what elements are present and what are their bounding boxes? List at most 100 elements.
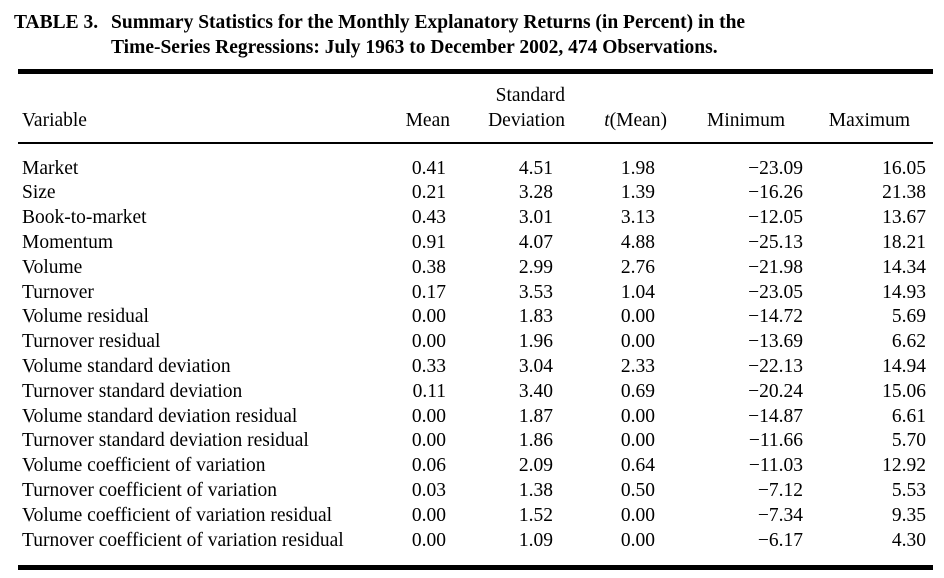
column-header-t-mean: t(Mean) bbox=[565, 109, 667, 143]
table-row: Turnover 0.17 3.53 1.04 −23.05 14.93 bbox=[18, 281, 933, 306]
caption-text: Summary Statistics for the Monthly Expla… bbox=[111, 10, 924, 60]
minimum-cell: −7.12 bbox=[757, 479, 803, 501]
mean-cell: 0.43 bbox=[411, 207, 446, 229]
column-header-minimum: Minimum bbox=[706, 109, 785, 131]
std-deviation-cell: 3.04 bbox=[518, 355, 553, 377]
t-mean-cell: 0.00 bbox=[620, 430, 655, 452]
std-deviation-cell: 1.96 bbox=[518, 331, 553, 353]
std-deviation-cell: 3.40 bbox=[518, 380, 553, 402]
std-deviation-cell: 1.52 bbox=[518, 504, 553, 526]
minimum-cell: −22.13 bbox=[748, 355, 803, 377]
minimum-cell: −14.87 bbox=[748, 405, 803, 427]
header-row-top: Standard bbox=[18, 72, 933, 109]
mean-cell: 0.17 bbox=[411, 281, 446, 303]
t-mean-cell: 1.04 bbox=[620, 281, 655, 303]
t-mean-cell: 0.00 bbox=[620, 529, 655, 551]
maximum-cell: 5.53 bbox=[891, 479, 926, 501]
column-header-maximum: Maximum bbox=[828, 109, 910, 131]
mean-cell: 0.41 bbox=[411, 157, 446, 179]
variable-cell: Volume coefficient of variation bbox=[22, 455, 266, 477]
table-row: Volume coefficient of variation 0.06 2.09 0… bbox=[18, 454, 933, 479]
maximum-cell: 6.62 bbox=[891, 331, 926, 353]
header-spacer bbox=[815, 72, 933, 109]
maximum-cell: 16.05 bbox=[882, 157, 926, 179]
table-row: Volume coefficient of variation residual… bbox=[18, 504, 933, 529]
header-spacer bbox=[667, 72, 815, 109]
column-header-variable: Variable bbox=[22, 109, 87, 131]
table-row: Volume standard deviation 0.33 3.04 2.33 −22… bbox=[18, 355, 933, 380]
t-mean-cell: 1.39 bbox=[620, 182, 655, 204]
caption-line-2: Time-Series Regressions: July 1963 to De… bbox=[111, 37, 718, 58]
mean-cell: 0.03 bbox=[411, 479, 446, 501]
variable-cell: Turnover bbox=[22, 281, 94, 303]
maximum-cell: 6.61 bbox=[891, 405, 926, 427]
variable-cell: Volume bbox=[22, 256, 83, 278]
t-mean-cell: 0.00 bbox=[620, 306, 655, 328]
minimum-cell: −21.98 bbox=[748, 256, 803, 278]
table-row: Volume residual 0.00 1.83 0.00 −14.72 5.69 bbox=[18, 305, 933, 330]
std-deviation-cell: 4.07 bbox=[518, 231, 553, 253]
header-spacer bbox=[390, 72, 458, 109]
mean-cell: 0.00 bbox=[411, 405, 446, 427]
variable-cell: Turnover coefficient of variation residu… bbox=[22, 529, 344, 551]
table-row: Turnover standard deviation residual 0.00… bbox=[18, 429, 933, 454]
column-header-standard-line1: Standard bbox=[495, 85, 565, 106]
maximum-cell: 21.38 bbox=[882, 182, 926, 204]
table-row: Momentum 0.91 4.07 4.88 −25.13 18.21 bbox=[18, 231, 933, 256]
std-deviation-cell: 1.09 bbox=[518, 529, 553, 551]
maximum-cell: 12.92 bbox=[882, 455, 926, 477]
table-row: Book-to-market 0.43 3.01 3.13 −12.05 13.67 bbox=[18, 206, 933, 231]
table-row: Turnover standard deviation 0.11 3.40 0.69 −… bbox=[18, 380, 933, 405]
maximum-cell: 13.67 bbox=[882, 207, 926, 229]
mean-cell: 0.00 bbox=[411, 504, 446, 526]
minimum-cell: −12.05 bbox=[748, 207, 803, 229]
header-spacer bbox=[565, 72, 667, 109]
variable-cell: Volume standard deviation residual bbox=[22, 405, 298, 427]
table-row: Turnover coefficient of variation 0.03 1.3… bbox=[18, 479, 933, 504]
variable-cell: Book-to-market bbox=[22, 207, 147, 229]
minimum-cell: −6.17 bbox=[757, 529, 803, 551]
variable-cell: Turnover standard deviation residual bbox=[22, 430, 309, 452]
table-row: Volume 0.38 2.99 2.76 −21.98 14.34 bbox=[18, 256, 933, 281]
table-caption: TABLE 3. Summary Statistics for the Mont… bbox=[0, 0, 944, 60]
std-deviation-cell: 3.28 bbox=[518, 182, 553, 204]
mean-cell: 0.00 bbox=[411, 430, 446, 452]
std-deviation-cell: 3.53 bbox=[518, 281, 553, 303]
maximum-cell: 18.21 bbox=[882, 231, 926, 253]
variable-cell: Turnover coefficient of variation bbox=[22, 479, 278, 501]
t-mean-cell: 2.76 bbox=[620, 256, 655, 278]
variable-cell: Volume standard deviation bbox=[22, 355, 231, 377]
mean-cell: 0.00 bbox=[411, 306, 446, 328]
minimum-cell: −16.26 bbox=[748, 182, 803, 204]
column-header-mean: Mean bbox=[405, 109, 450, 131]
maximum-cell: 5.70 bbox=[891, 430, 926, 452]
minimum-cell: −14.72 bbox=[748, 306, 803, 328]
std-deviation-cell: 1.38 bbox=[518, 479, 553, 501]
variable-cell: Volume coefficient of variation residual bbox=[22, 504, 333, 526]
maximum-cell: 14.94 bbox=[882, 355, 926, 377]
variable-cell: Turnover residual bbox=[22, 331, 161, 353]
t-mean-cell: 0.00 bbox=[620, 331, 655, 353]
table-row: Volume standard deviation residual 0.00 1.… bbox=[18, 405, 933, 430]
mean-cell: 0.33 bbox=[411, 355, 446, 377]
mean-cell: 0.91 bbox=[411, 231, 446, 253]
table-row: Size 0.21 3.28 1.39 −16.26 21.38 bbox=[18, 181, 933, 206]
variable-cell: Momentum bbox=[22, 231, 113, 253]
maximum-cell: 4.30 bbox=[891, 529, 926, 551]
t-mean-cell: 0.00 bbox=[620, 405, 655, 427]
variable-cell: Volume residual bbox=[22, 306, 149, 328]
maximum-cell: 14.34 bbox=[882, 256, 926, 278]
std-deviation-cell: 2.99 bbox=[518, 256, 553, 278]
header-spacer bbox=[18, 72, 390, 109]
std-deviation-cell: 1.83 bbox=[518, 306, 553, 328]
std-deviation-cell: 3.01 bbox=[518, 207, 553, 229]
std-deviation-cell: 2.09 bbox=[518, 455, 553, 477]
mean-cell: 0.00 bbox=[411, 331, 446, 353]
maximum-cell: 9.35 bbox=[891, 504, 926, 526]
column-header-standard-deviation: Deviation bbox=[488, 109, 565, 131]
mean-cell: 0.38 bbox=[411, 256, 446, 278]
table-body: Market 0.41 4.51 1.98 −23.09 16.05 Size 0.21 3.2… bbox=[18, 143, 933, 568]
minimum-cell: −13.69 bbox=[748, 331, 803, 353]
t-mean-cell: 2.33 bbox=[620, 355, 655, 377]
